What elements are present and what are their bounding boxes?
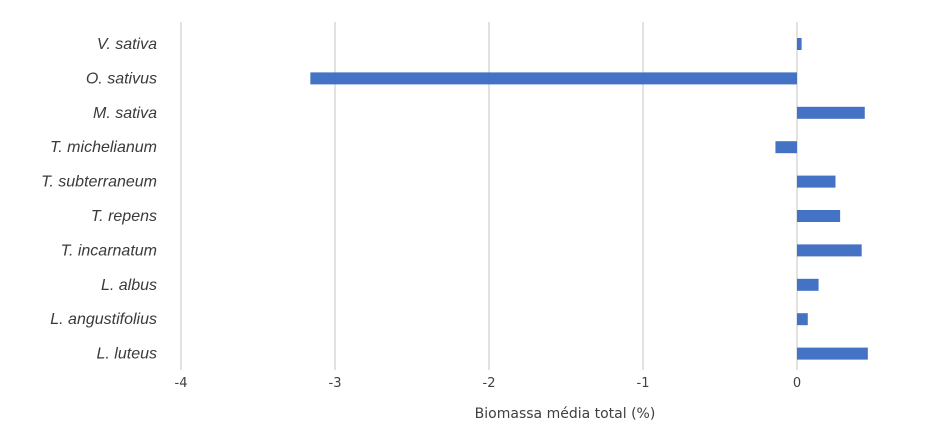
- x-axis-title: Biomassa média total (%): [475, 406, 656, 421]
- x-tick-label: -2: [483, 376, 496, 391]
- category-label: L. albus: [101, 277, 157, 294]
- x-tick-label: -3: [329, 376, 342, 391]
- category-label: L. luteus: [97, 346, 157, 363]
- bar: [797, 278, 819, 291]
- category-label: V. sativa: [97, 36, 157, 53]
- category-label: T. incarnatum: [61, 242, 157, 259]
- category-label: T. repens: [91, 208, 157, 225]
- category-label: L. angustifolius: [50, 311, 157, 328]
- x-tick-label: -1: [637, 376, 650, 391]
- bar: [797, 175, 836, 188]
- category-label: T. subterraneum: [41, 174, 157, 191]
- bar: [797, 313, 808, 326]
- x-tick-label: 0: [793, 376, 801, 391]
- bar: [310, 72, 797, 85]
- bar: [797, 347, 868, 360]
- bar: [775, 141, 797, 154]
- bars: [310, 38, 868, 360]
- category-label: O. sativus: [86, 70, 157, 87]
- category-label: T. michelianum: [50, 139, 157, 156]
- category-labels: V. sativa O. sativus M. sativa T. michelian…: [41, 36, 157, 363]
- category-label: M. sativa: [93, 105, 157, 122]
- bar: [797, 244, 862, 257]
- bar: [797, 210, 841, 222]
- bar: [797, 38, 802, 50]
- bar: [797, 106, 865, 119]
- x-tick-label: -4: [175, 376, 188, 391]
- x-tick-labels: -4 -3 -2 -1 0: [175, 376, 802, 391]
